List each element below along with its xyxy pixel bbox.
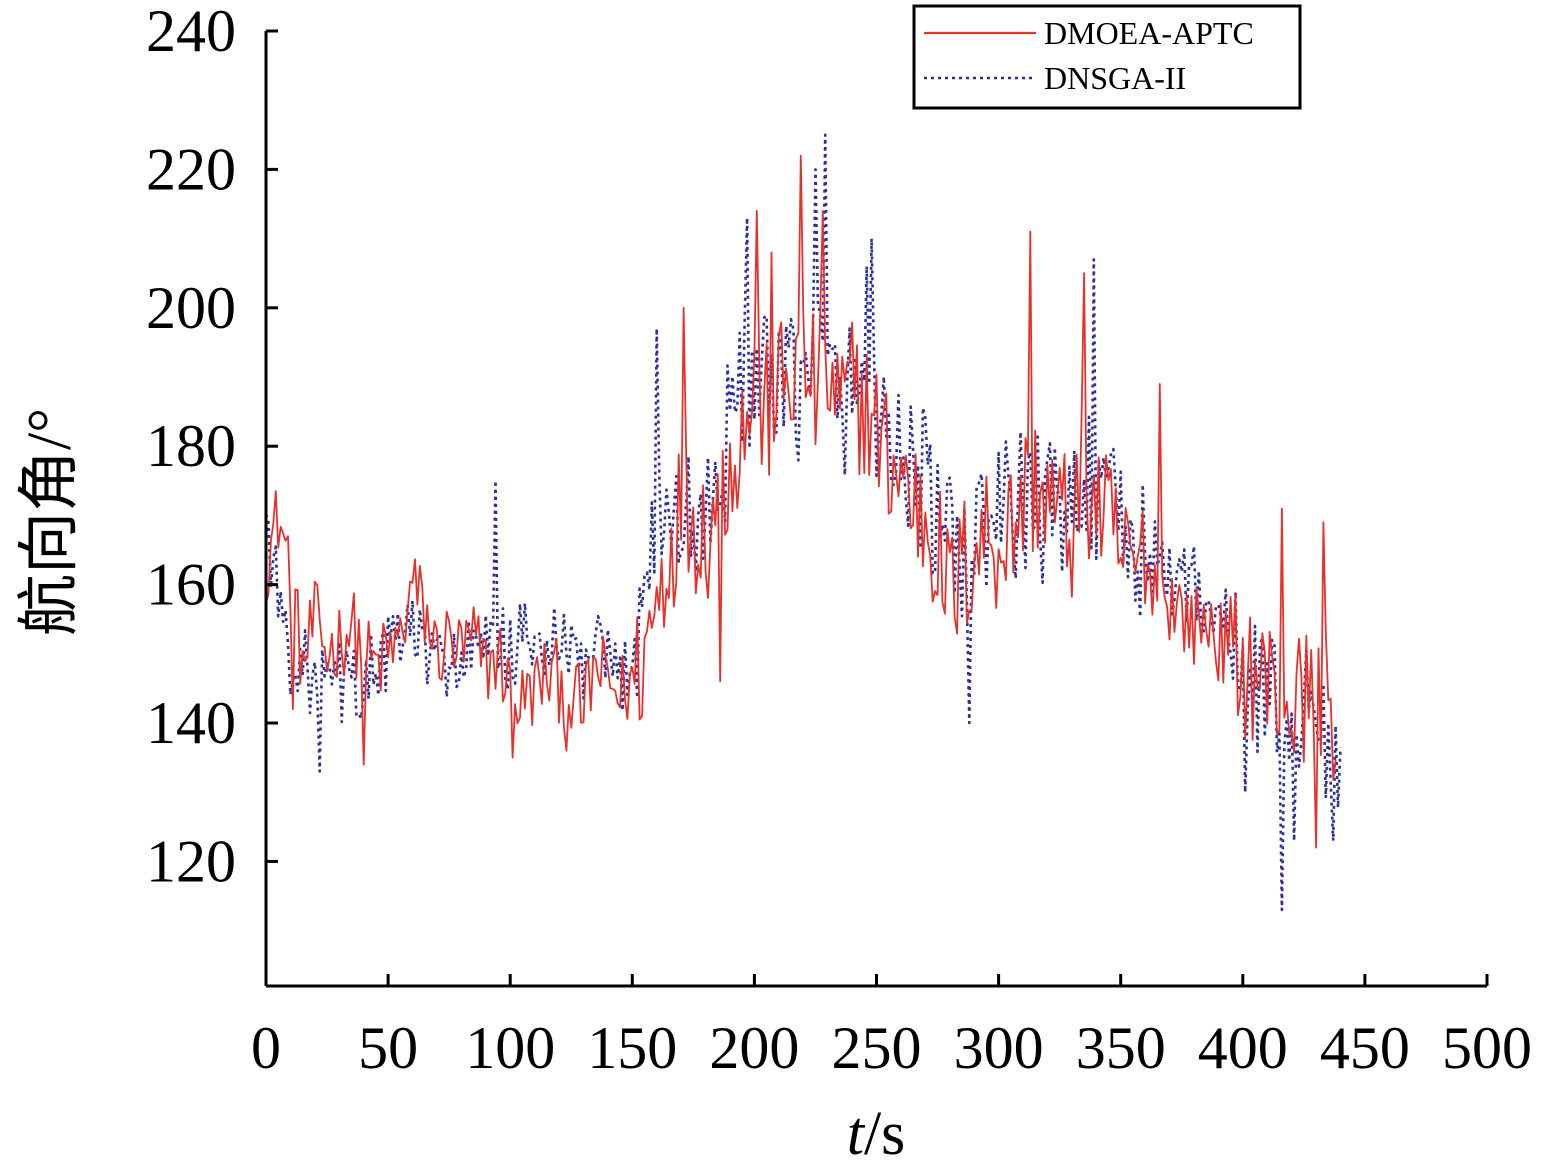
axes (264, 31, 1487, 988)
x-tick-label: 400 (1198, 1015, 1288, 1081)
series-line-dnsga-ii (264, 133, 1342, 912)
x-tick-label: 300 (954, 1015, 1044, 1081)
x-tick-label: 100 (465, 1015, 555, 1081)
series-line-dmoea-aptc (265, 154, 1337, 849)
x-tick-label: 350 (1076, 1015, 1166, 1081)
x-tick-label: 150 (587, 1015, 677, 1081)
x-tick-label: 200 (709, 1015, 799, 1081)
y-tick-label: 240 (146, 0, 236, 64)
y-tick-label: 180 (146, 413, 236, 479)
y-tick-label: 120 (146, 828, 236, 894)
x-tick-label: 50 (358, 1015, 418, 1081)
x-tick-label: 450 (1320, 1015, 1410, 1081)
x-tick-label: 250 (832, 1015, 922, 1081)
legend-label-dmoea-aptc: DMOEA-APTC (1044, 15, 1254, 51)
y-tick-label: 220 (146, 136, 236, 202)
ticks: 0 50 100 150 200 250 300 350 400 450 500 120 140 160 1… (146, 0, 1532, 1081)
y-tick-label: 140 (146, 690, 236, 756)
x-tick-label: 500 (1442, 1015, 1532, 1081)
plot-series (264, 133, 1342, 912)
y-tick-label: 160 (146, 552, 236, 618)
legend-label-dnsga-ii: DNSGA-II (1044, 60, 1186, 96)
x-tick-label: 0 (251, 1015, 281, 1081)
y-tick-label: 200 (146, 275, 236, 341)
legend: DMOEA-APTC DNSGA-II (912, 4, 1302, 110)
x-axis-label: t/s (847, 1100, 906, 1160)
y-axis-label: 航向角/° (16, 408, 84, 636)
legend-box (912, 4, 1302, 110)
